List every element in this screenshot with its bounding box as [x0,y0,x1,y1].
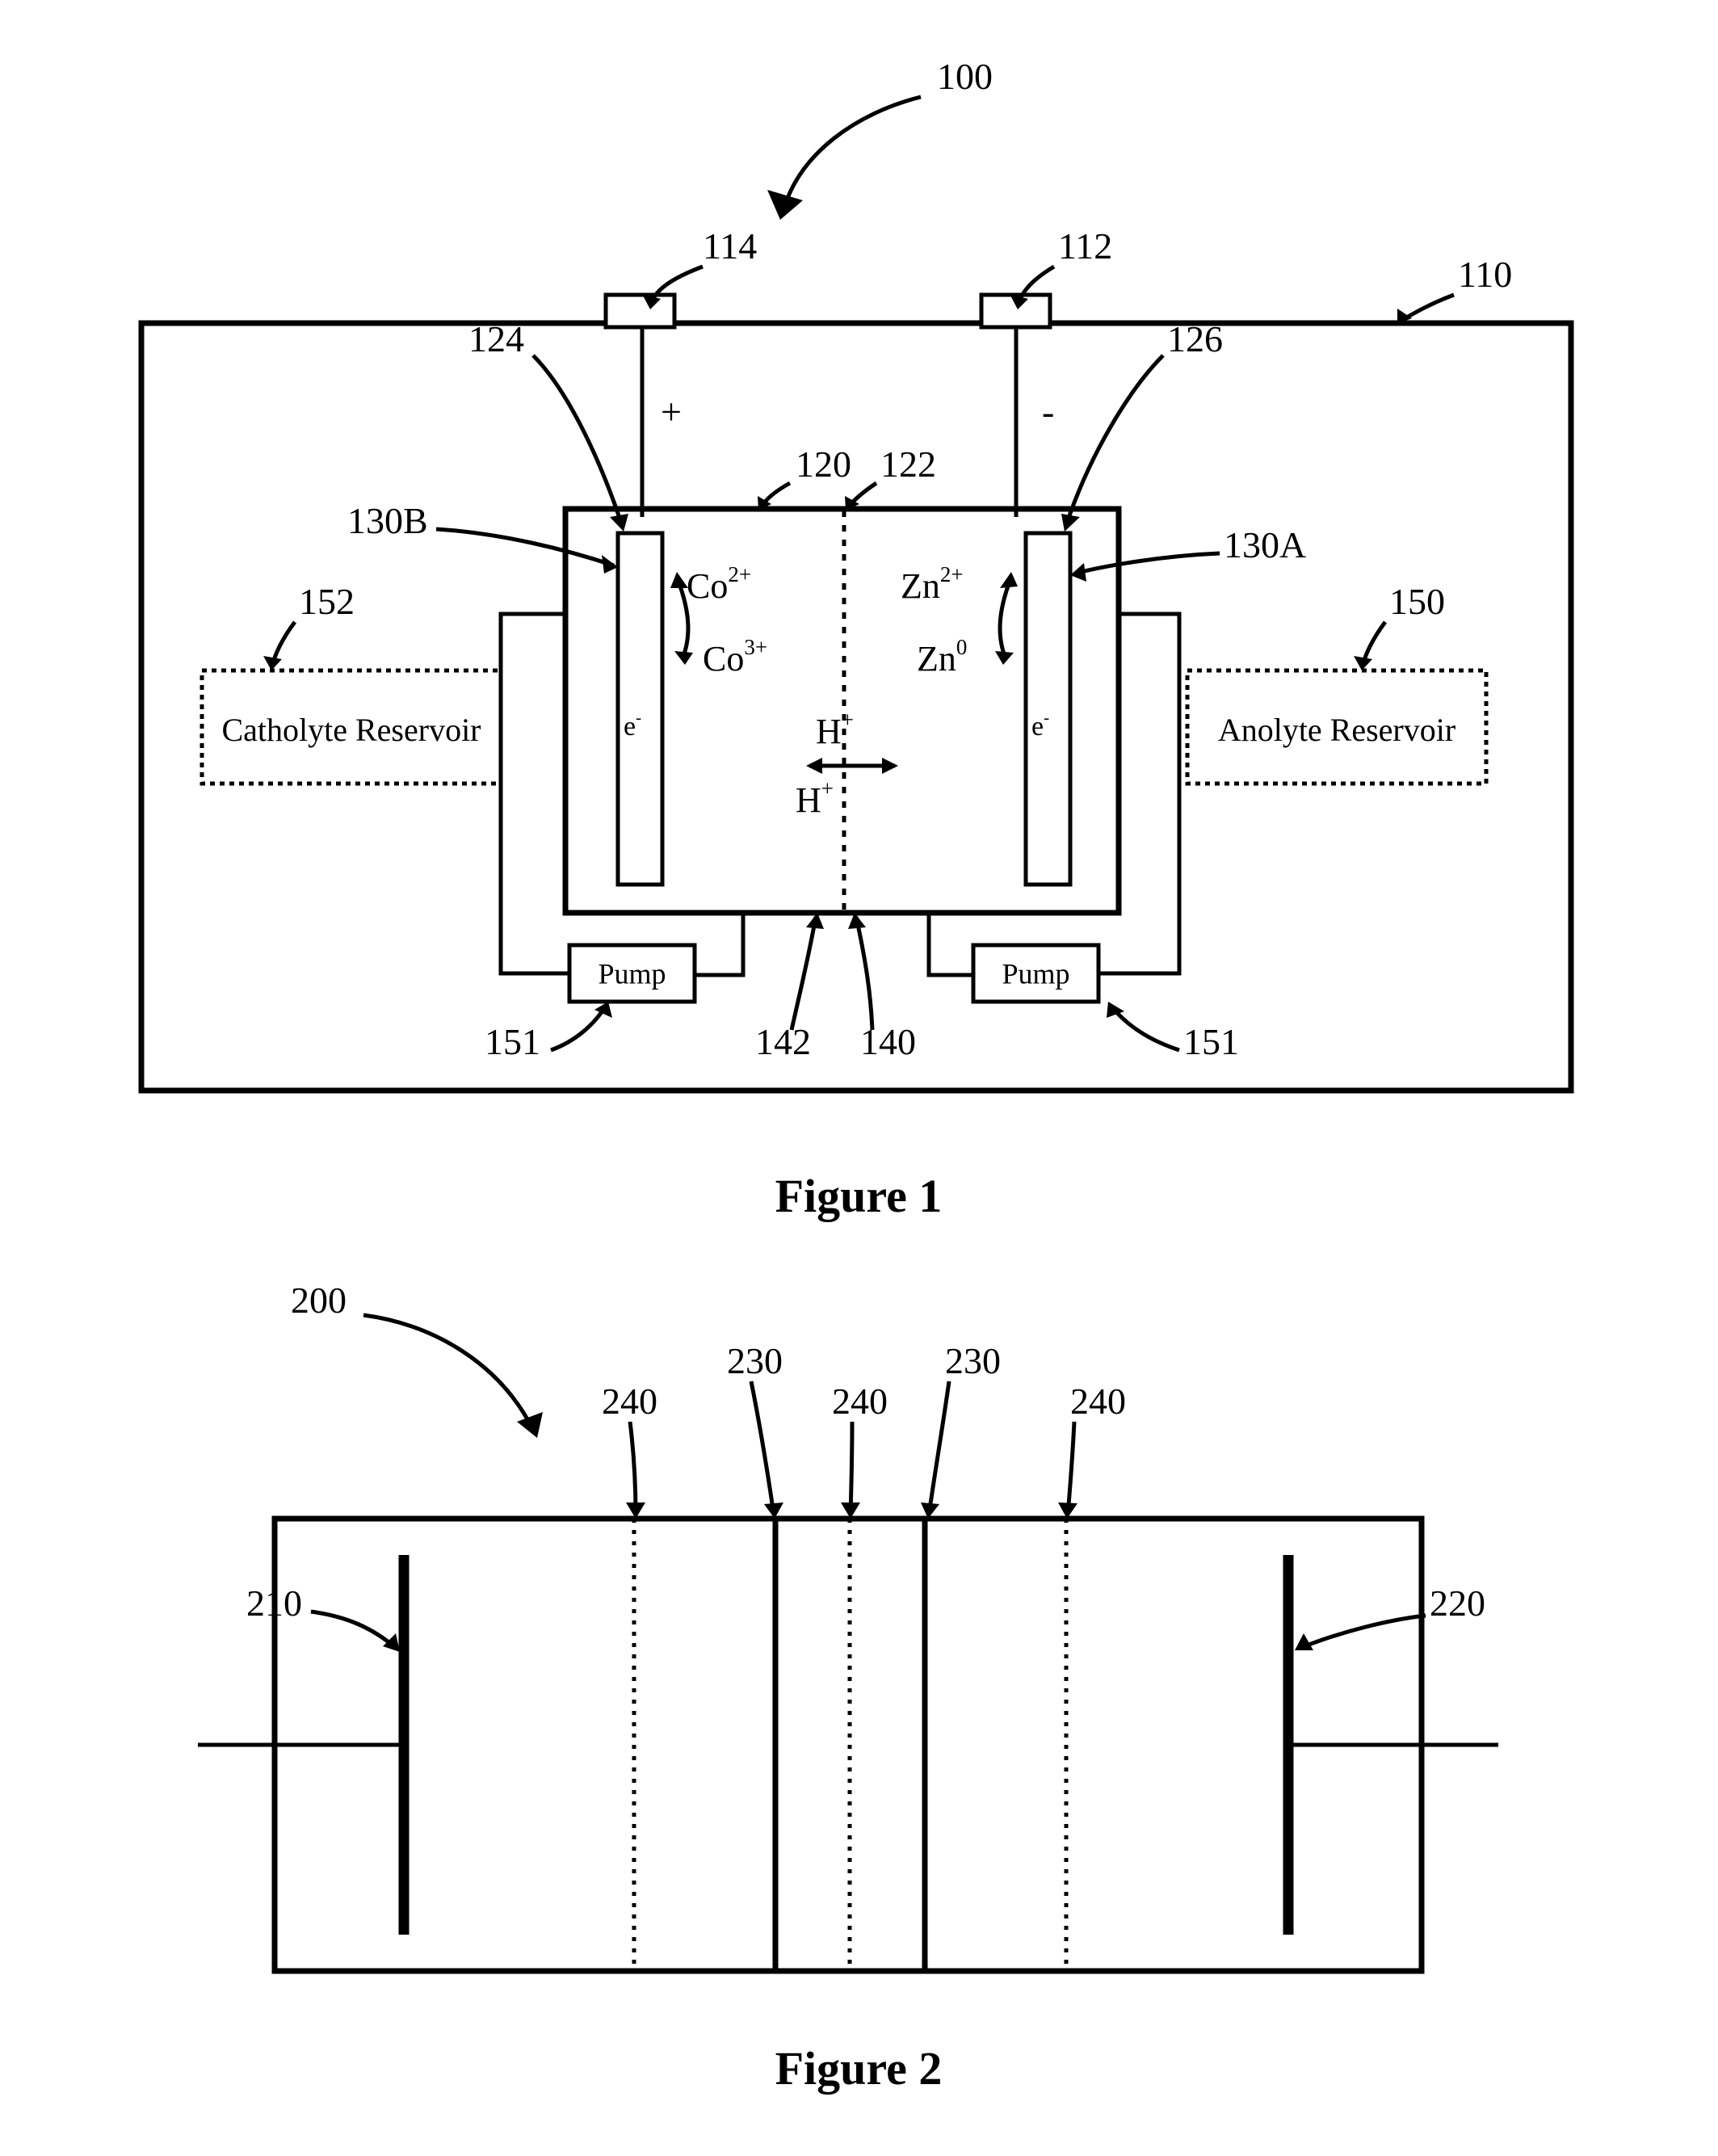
callout-c220: 220 [1295,1582,1485,1650]
pipe-right_bot [929,913,973,975]
callout-c110: 110 [1397,254,1512,324]
minus-sign: - [1042,391,1054,432]
callout-c124: 124 [468,318,628,532]
plus-sign: + [661,391,682,432]
callout-c151R: 151 [1107,1002,1239,1062]
ref-200-label: 200 [291,1280,347,1321]
callout-label: 230 [727,1340,783,1381]
pump-label-right: Pump [1002,958,1069,990]
callout-c240a: 240 [602,1381,657,1519]
callout-label: 230 [945,1340,1001,1381]
callout-leader [311,1612,396,1648]
callout-leader [851,1422,852,1515]
zn-0: Zn0 [917,635,967,679]
electron-left: e- [624,708,641,742]
callout-leader [751,1381,774,1515]
callout-label: 240 [1070,1381,1126,1422]
pipe-left_bot [695,913,743,975]
callout-label: 142 [755,1021,811,1062]
callout-c152: 152 [263,581,355,670]
figure-1: 100 + - e-e- Co2+ Co3+ Zn2+ Zn0 H+ H+ Pump Pump Cath… [141,56,1571,1222]
callout-label: 150 [1389,581,1445,622]
callout-label: 114 [703,225,757,267]
callout-label: 210 [246,1582,302,1624]
terminal-114 [606,295,674,327]
callout-label: 110 [1458,254,1512,295]
reservoir-label-left: Catholyte Reservoir [221,712,481,748]
ref-200-arrow [363,1315,533,1430]
callout-label: 240 [602,1381,657,1422]
pipe-right_top [1098,614,1179,973]
callout-label: 126 [1167,318,1223,359]
callout-label: 151 [485,1021,540,1062]
zn-2plus: Zn2+ [901,562,964,606]
callout-c210: 210 [246,1582,400,1652]
ref-100-label: 100 [937,56,993,97]
callout-label: 220 [1430,1582,1485,1624]
callout-label: 122 [880,443,936,485]
enclosure-110 [141,323,1571,1091]
callout-label: 130A [1224,524,1306,565]
callout-leader [792,917,816,1030]
callout-leader [856,917,872,1030]
co-3plus: Co3+ [703,635,767,679]
co-2plus: Co2+ [687,562,751,606]
callout-label: 130B [347,500,428,541]
reservoir-label-right: Anolyte Reservoir [1218,712,1455,748]
callout-c151L: 151 [485,1002,612,1062]
callout-c126: 126 [1061,318,1223,532]
callout-leader [929,1381,949,1515]
callout-leader [1066,355,1163,525]
figure-2-caption: Figure 2 [775,2042,943,2095]
pump-label-left: Pump [598,958,666,990]
callout-label: 120 [796,443,851,485]
callout-label: 152 [299,581,355,622]
ref-100-arrow [783,97,921,210]
figure-1-caption: Figure 1 [775,1170,943,1222]
callout-c240b: 240 [832,1381,888,1519]
callout-c150: 150 [1354,581,1445,670]
callout-c140: 140 [848,913,916,1062]
callout-leader [1300,1616,1426,1648]
callout-c240c: 240 [1058,1381,1126,1519]
callout-c230b: 230 [921,1340,1001,1519]
callout-label: 112 [1058,225,1112,267]
callout-label: 140 [860,1021,916,1062]
electron-right: e- [1031,708,1049,742]
pipe-left_top [501,614,569,973]
callout-leader [630,1422,636,1515]
figure-2: 200 210 220 240 230 240 230 240 Figure 2 [198,1280,1498,2095]
callout-label: 124 [468,318,524,359]
callout-leader [1068,1422,1074,1515]
callout-c120: 120 [758,443,851,511]
callout-c142: 142 [755,913,824,1062]
callout-label: 151 [1183,1021,1239,1062]
callout-leader [436,529,614,565]
callout-leader [551,1006,606,1050]
callout-leader [533,355,622,525]
callout-label: 240 [832,1381,888,1422]
h-plus-bottom: H+ [796,776,834,820]
callout-c122: 122 [845,443,936,511]
h-plus-top: H+ [816,708,854,751]
callout-leader [1074,553,1220,574]
callout-c230a: 230 [727,1340,783,1519]
callout-c130A: 130A [1070,524,1306,582]
